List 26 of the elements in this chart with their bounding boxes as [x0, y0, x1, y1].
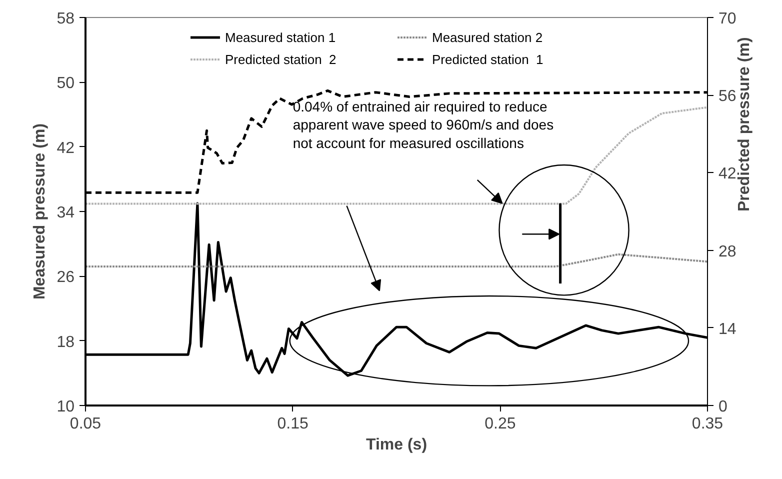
y2-tick-label: 42 [718, 166, 736, 183]
legend-label: Measured station 1 [225, 28, 337, 46]
x-axis-title: Time (s) [366, 436, 428, 454]
x-tick-label: 0.25 [484, 416, 516, 432]
legend-label: Predicted station 2 [225, 50, 338, 68]
y2-tick-label: 14 [718, 320, 736, 338]
y-tick-label: 18 [56, 334, 75, 351]
x-tick-label: 0.05 [70, 416, 102, 432]
line-series [86, 253, 708, 268]
y-tick-label: 42 [56, 140, 75, 157]
y-tick-label: 26 [56, 269, 75, 286]
y2-axis-title: Predicted pressure (m) [736, 37, 753, 212]
y2-tick-label: 56 [718, 88, 736, 106]
y-tick-label: 34 [56, 204, 75, 222]
legend-label: Measured station 2 [432, 28, 544, 46]
y-tick-label: 50 [56, 75, 75, 92]
x-tick-label: 0.15 [277, 416, 309, 432]
y-tick-label: 58 [56, 10, 75, 28]
annotation: 0.04% of entrained air required to reduce apparent wave speed to 960m/s and does not account for measured oscillations [292, 98, 554, 152]
y-axis-title: Measured pressure (m) [32, 123, 49, 300]
y2-tick-label: 70 [718, 10, 736, 28]
legend-label: Predicted station 1 [432, 50, 544, 68]
y2-tick-label: 0 [718, 398, 728, 416]
y2-tick-label: 28 [718, 243, 736, 260]
x-tick-label: 0.35 [692, 416, 724, 432]
y-tick-label: 10 [56, 398, 75, 416]
